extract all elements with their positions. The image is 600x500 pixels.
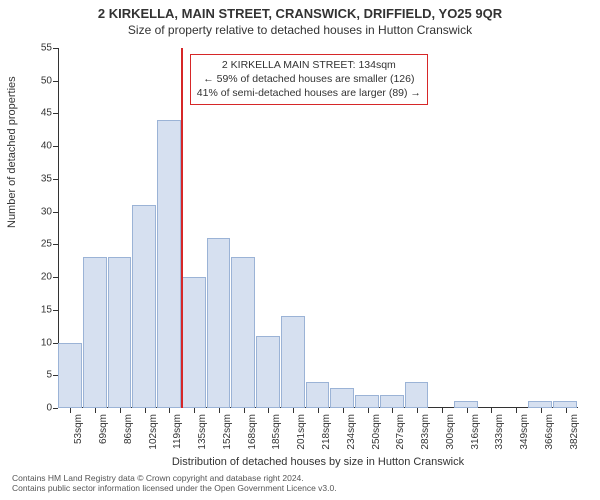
x-tick-label: 53sqm [73,414,84,444]
histogram-bar [132,205,156,408]
x-tick-label: 283sqm [420,414,431,450]
chart-title-sub: Size of property relative to detached ho… [0,21,600,37]
x-tick-label: 267sqm [395,414,406,450]
x-tick-label: 201sqm [296,414,307,450]
x-tick-mark [244,408,245,413]
x-tick-mark [491,408,492,413]
property-marker-line [181,48,183,408]
y-axis: 0510152025303540455055 [0,48,58,408]
histogram-bar [58,343,82,408]
histogram-bar [355,395,379,408]
x-tick-label: 218sqm [321,414,332,450]
x-tick-label: 69sqm [98,414,109,444]
x-tick-label: 234sqm [346,414,357,450]
histogram-bar [405,382,429,408]
x-tick-label: 316sqm [470,414,481,450]
x-tick-label: 86sqm [123,414,134,444]
histogram-bar [207,238,231,408]
annotation-line: ← 59% of detached houses are smaller (12… [197,72,421,86]
x-tick-mark [516,408,517,413]
x-tick-mark [442,408,443,413]
x-tick-mark [318,408,319,413]
y-tick-label: 35 [41,173,52,184]
histogram-bar [281,316,305,408]
histogram-bar [256,336,280,408]
y-tick-label: 10 [41,337,52,348]
histogram-bar [182,277,206,408]
x-tick-label: 119sqm [172,414,183,449]
x-tick-mark [70,408,71,413]
y-tick-label: 0 [46,403,52,414]
x-tick-label: 152sqm [222,414,233,450]
y-tick-label: 30 [41,206,52,217]
footer-line-1: Contains HM Land Registry data © Crown c… [12,473,337,484]
histogram-bar [306,382,330,408]
y-tick-label: 5 [46,370,52,381]
x-tick-mark [467,408,468,413]
annotation-box: 2 KIRKELLA MAIN STREET: 134sqm← 59% of d… [190,54,428,105]
y-tick-label: 15 [41,304,52,315]
x-tick-label: 349sqm [519,414,530,450]
x-tick-label: 300sqm [445,414,456,450]
annotation-line: 41% of semi-detached houses are larger (… [197,86,421,100]
y-tick-label: 55 [41,43,52,54]
x-tick-label: 185sqm [271,414,282,450]
x-tick-mark [169,408,170,413]
x-tick-mark [392,408,393,413]
x-tick-mark [293,408,294,413]
x-tick-label: 366sqm [544,414,555,450]
x-tick-mark [368,408,369,413]
footer-line-2: Contains public sector information licen… [12,483,337,494]
y-tick-label: 45 [41,108,52,119]
histogram-bar [108,257,132,408]
x-tick-label: 333sqm [494,414,505,450]
x-tick-mark [219,408,220,413]
histogram-bar [231,257,255,408]
plot-area: 2 KIRKELLA MAIN STREET: 134sqm← 59% of d… [58,48,578,408]
histogram-bar [157,120,181,408]
x-tick-mark [194,408,195,413]
y-tick-label: 25 [41,239,52,250]
histogram-bar [83,257,107,408]
x-tick-mark [566,408,567,413]
annotation-line: 2 KIRKELLA MAIN STREET: 134sqm [197,58,421,72]
x-tick-mark [95,408,96,413]
x-tick-label: 168sqm [247,414,258,450]
x-tick-mark [417,408,418,413]
histogram-bar [330,388,354,408]
x-tick-mark [145,408,146,413]
x-tick-mark [343,408,344,413]
x-tick-mark [120,408,121,413]
chart-title-main: 2 KIRKELLA, MAIN STREET, CRANSWICK, DRIF… [0,0,600,21]
x-tick-mark [268,408,269,413]
x-tick-mark [541,408,542,413]
y-tick-label: 20 [41,272,52,283]
x-axis: Distribution of detached houses by size … [58,408,578,458]
footer-attribution: Contains HM Land Registry data © Crown c… [12,473,337,494]
chart-container: 2 KIRKELLA, MAIN STREET, CRANSWICK, DRIF… [0,0,600,500]
x-axis-label: Distribution of detached houses by size … [58,456,578,468]
y-tick-label: 40 [41,141,52,152]
x-tick-label: 382sqm [569,414,580,450]
x-tick-label: 135sqm [197,414,208,450]
y-tick-label: 50 [41,75,52,86]
histogram-bar [380,395,404,408]
x-tick-label: 250sqm [371,414,382,450]
x-tick-label: 102sqm [148,414,159,450]
